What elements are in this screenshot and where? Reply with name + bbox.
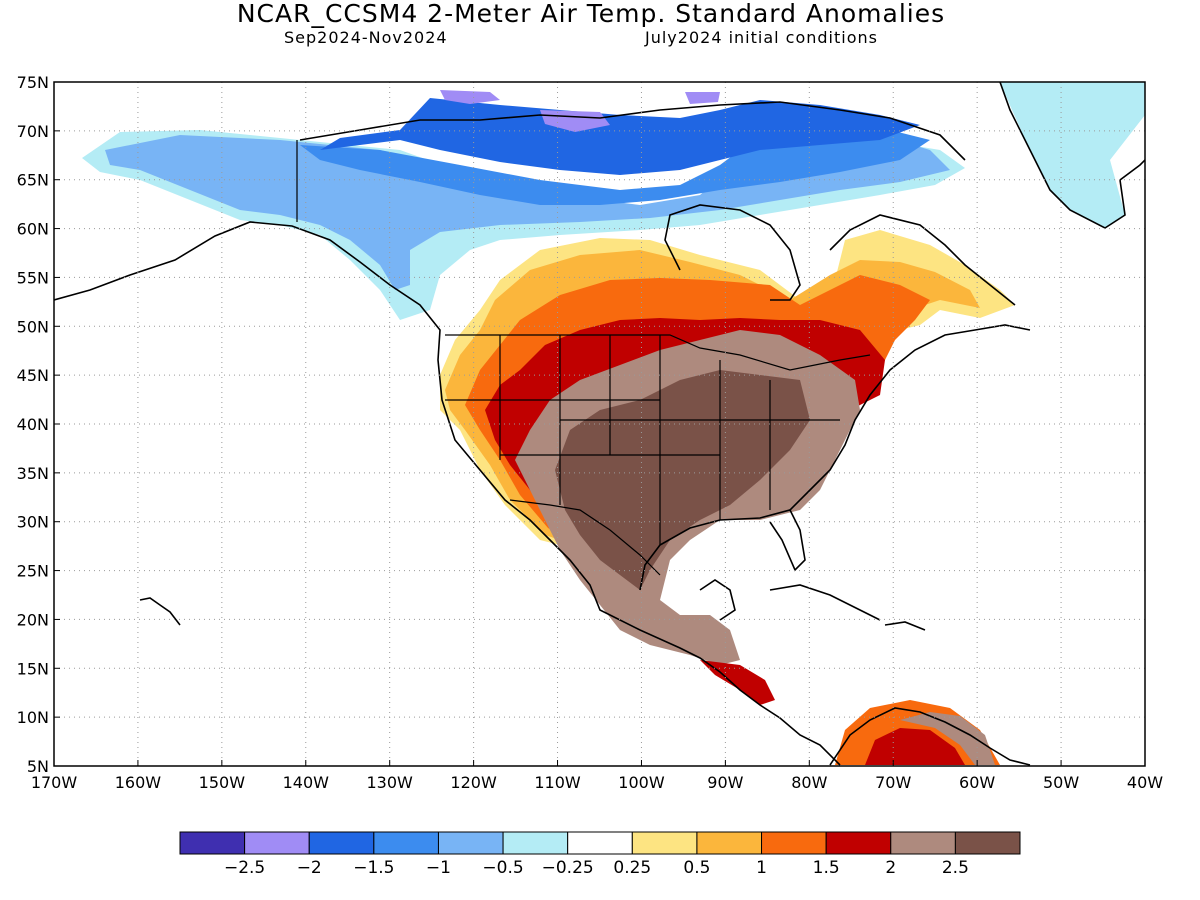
border-us-mexico <box>509 499 661 576</box>
lon-tick-label: 40W <box>1127 773 1163 792</box>
lat-tick-label: 55N <box>17 268 49 287</box>
colorbar-label: 0.5 <box>683 858 710 878</box>
lon-tick-label: 130W <box>367 773 414 792</box>
colorbar-swatch <box>179 831 246 855</box>
border-us-canada <box>445 334 871 371</box>
coastlines <box>54 82 1145 766</box>
coastline-east-coast <box>789 324 1031 511</box>
lon-tick-label: 100W <box>618 773 665 792</box>
coastline-labrador <box>829 214 1016 306</box>
coastline-arctic-islands <box>299 101 966 161</box>
lon-tick-label: 60W <box>959 773 995 792</box>
colorbar-label: 1.5 <box>813 858 840 878</box>
colorbar-swatch <box>890 831 956 855</box>
lon-tick-label: 120W <box>450 773 497 792</box>
colorbar-swatch <box>373 831 439 855</box>
map-title: NCAR_CCSM4 2-Meter Air Temp. Standard An… <box>236 0 946 28</box>
lon-tick-label: 80W <box>791 773 827 792</box>
colorbar-label: −2.5 <box>224 858 265 878</box>
lat-tick-label: 20N <box>17 610 49 629</box>
colorbar-swatch <box>954 831 1021 855</box>
colorbar-label: 2.5 <box>942 858 969 878</box>
anomaly-fields <box>82 82 1145 765</box>
anomaly-region-warm-south-america-core <box>865 728 965 765</box>
anomaly-region-greenland <box>1000 82 1145 228</box>
colorbar-swatch <box>567 831 633 855</box>
lat-tick-label: 10N <box>17 708 49 727</box>
anomaly-region-cold-extreme <box>440 90 720 132</box>
map-frame <box>53 81 1146 767</box>
lon-tick-label: 70W <box>875 773 911 792</box>
anomaly-region-warm-extreme <box>555 370 810 590</box>
lon-tick-label: 90W <box>707 773 743 792</box>
colorbar: −2.5 −2 −1.5 −1 −0.5 −0.25 0.25 0.5 1 1.5 2 2.5 <box>179 831 1021 878</box>
colorbar-label: −2 <box>297 858 322 878</box>
lat-tick-label: 30N <box>17 513 49 532</box>
coastline-greenland <box>999 82 1145 229</box>
colorbar-swatch <box>631 831 698 855</box>
colorbar-label: −0.25 <box>542 858 594 878</box>
coastline-gulf-of-mexico <box>639 509 806 591</box>
colorbar-swatch <box>308 831 375 855</box>
coastline-yucatan <box>699 579 736 621</box>
lat-tick-label: 35N <box>17 464 49 483</box>
coastline-hawaii <box>139 597 181 626</box>
lon-tick-label: 170W <box>31 773 78 792</box>
colorbar-label: 1 <box>756 858 767 878</box>
lat-tick-label: 75N <box>17 73 49 92</box>
colorbar-swatch <box>761 831 827 855</box>
initial-conditions: July2024 initial conditions <box>645 28 878 47</box>
lon-tick-label: 160W <box>115 773 162 792</box>
political-borders <box>296 140 871 576</box>
lat-tick-label: 5N <box>27 757 49 776</box>
coastline-south-america <box>829 707 1031 766</box>
lat-tick-label: 60N <box>17 220 49 239</box>
colorbar-label: 2 <box>885 858 896 878</box>
latitude-labels: 75N 70N 65N 60N 55N 50N 45N 40N 35N 30N 25N 20N 15N 1… <box>17 73 49 776</box>
longitude-labels: 170W 160W 150W 140W 130W 120W 110W 100W 90W 80W 70… <box>31 773 1163 792</box>
colorbar-swatch <box>244 831 310 855</box>
lat-tick-label: 25N <box>17 562 49 581</box>
anomaly-region-cold-stronger <box>320 98 920 175</box>
lat-tick-label: 50N <box>17 317 49 336</box>
coastline-hispaniola <box>884 621 926 631</box>
lat-tick-label: 70N <box>17 122 49 141</box>
colorbar-swatch <box>825 831 892 855</box>
colorbar-label: −0.5 <box>482 858 523 878</box>
lon-tick-label: 110W <box>534 773 581 792</box>
lon-tick-label: 150W <box>199 773 246 792</box>
colorbar-label: −1 <box>426 858 451 878</box>
colorbar-label: 0.25 <box>613 858 651 878</box>
lat-tick-label: 15N <box>17 659 49 678</box>
lon-tick-label: 140W <box>283 773 330 792</box>
coastline-hudson-bay <box>664 204 801 301</box>
lat-tick-label: 65N <box>17 171 49 190</box>
colorbar-label: −1.5 <box>353 858 394 878</box>
colorbar-swatch <box>502 831 569 855</box>
anomaly-region-warm-south-america-outer <box>900 712 995 765</box>
lat-tick-label: 40N <box>17 415 49 434</box>
lat-tick-label: 45N <box>17 366 49 385</box>
colorbar-swatch <box>437 831 504 855</box>
coastline-cuba <box>769 584 881 621</box>
colorbar-swatch <box>696 831 763 855</box>
forecast-period: Sep2024-Nov2024 <box>284 28 448 47</box>
border-us-states <box>445 335 840 545</box>
coastline-north-america <box>54 221 841 766</box>
lon-tick-label: 50W <box>1043 773 1079 792</box>
